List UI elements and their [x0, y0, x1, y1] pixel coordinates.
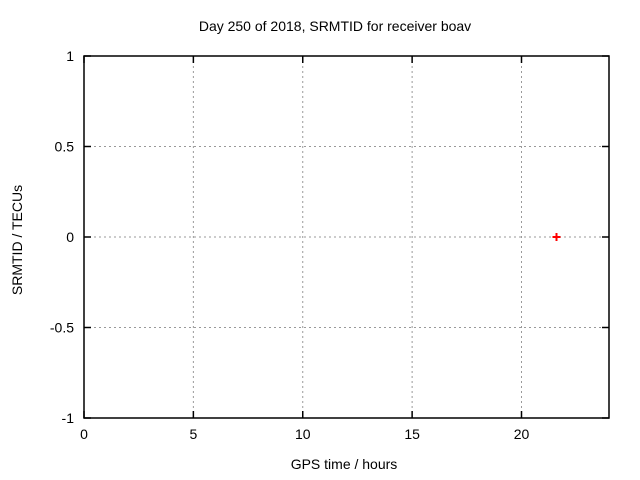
y-tick-label: -0.5: [50, 320, 74, 336]
y-tick-label: 0.5: [55, 139, 75, 155]
x-axis-label: GPS time / hours: [290, 456, 398, 472]
y-tick-label: 0: [66, 229, 74, 245]
x-tick-label: 10: [295, 426, 311, 442]
chart-title: Day 250 of 2018, SRMTID for receiver boa…: [198, 18, 472, 34]
y-tick-label: -1: [62, 410, 75, 426]
x-tick-label: 20: [514, 426, 530, 442]
x-tick-label: 15: [404, 426, 420, 442]
x-tick-label: 0: [80, 426, 88, 442]
y-tick-label: 1: [66, 48, 74, 64]
x-tick-label: 5: [189, 426, 197, 442]
